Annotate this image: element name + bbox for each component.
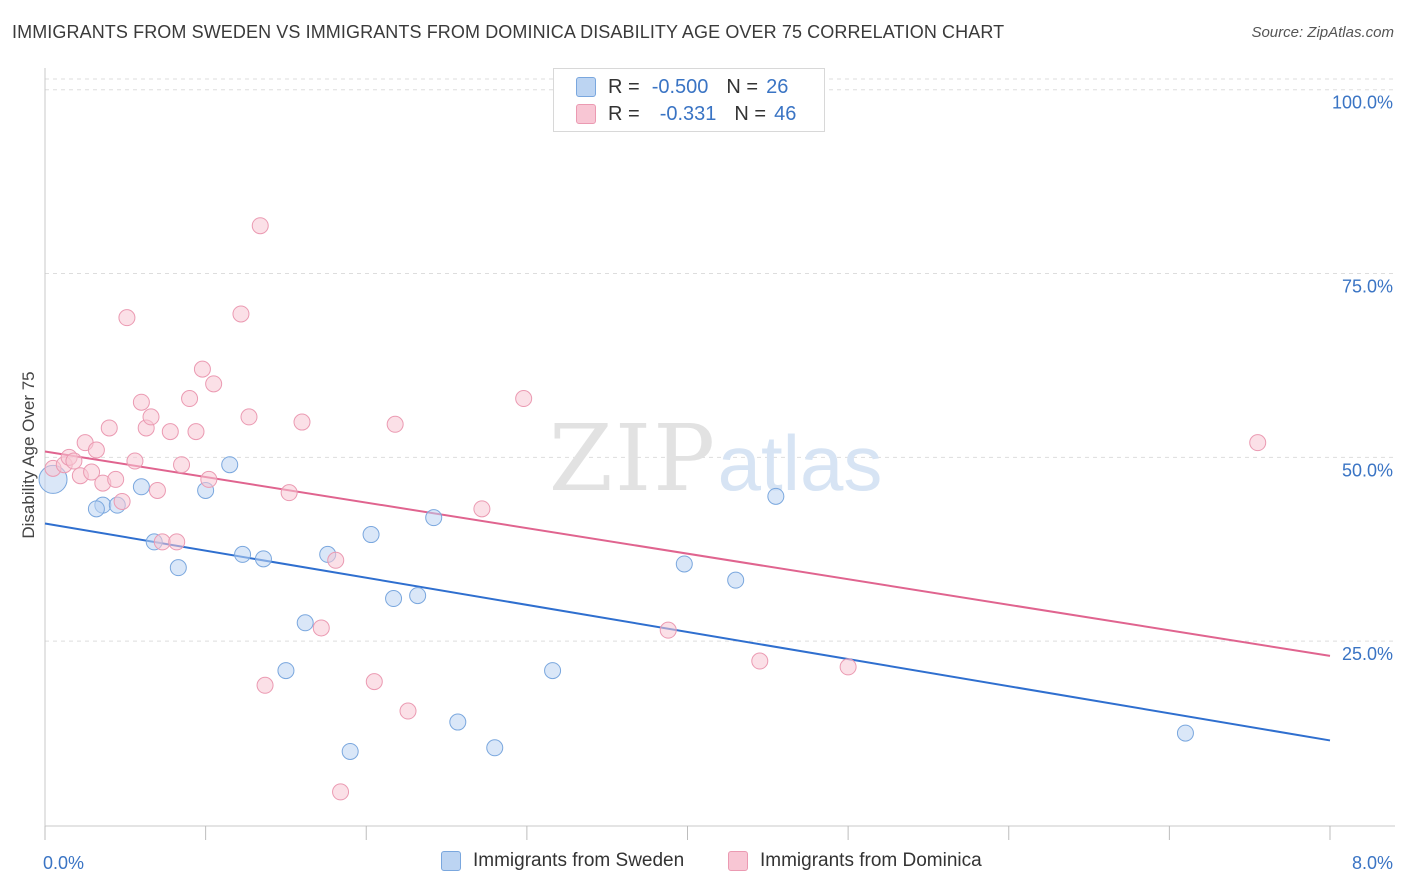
dominica-swatch	[728, 851, 748, 871]
point-sweden	[385, 590, 403, 608]
point-sweden	[675, 555, 693, 573]
point-dominica	[365, 673, 383, 691]
x-tick-label: 8.0%	[1352, 853, 1393, 873]
point-dominica	[205, 375, 223, 393]
point-dominica	[293, 413, 311, 431]
n-value: 46	[774, 102, 797, 125]
point-dominica	[515, 390, 533, 408]
point-sweden	[449, 713, 467, 731]
point-sweden	[221, 456, 239, 474]
point-dominica	[327, 551, 345, 569]
r-label: R =	[608, 102, 640, 125]
point-sweden	[727, 571, 745, 589]
point-sweden	[341, 742, 359, 760]
point-dominica	[181, 390, 199, 408]
point-sweden	[254, 550, 272, 568]
trend-line-dominica	[44, 450, 1331, 657]
legend-item-dominica: Immigrants from Dominica	[728, 850, 982, 872]
legend-label-dominica: Immigrants from Dominica	[760, 850, 982, 871]
point-dominica	[153, 533, 171, 551]
point-dominica	[118, 309, 136, 327]
y-axis-label: Disability Age Over 75	[19, 371, 38, 538]
data-points	[38, 217, 1267, 801]
point-dominica	[161, 423, 179, 441]
point-dominica	[751, 652, 769, 670]
point-sweden	[486, 739, 504, 757]
point-dominica	[193, 360, 211, 378]
r-value: -0.500	[651, 75, 709, 98]
sweden-swatch	[441, 851, 461, 871]
point-sweden	[362, 526, 380, 544]
watermark: ZIP atlas	[549, 405, 882, 512]
n-label: N =	[734, 102, 767, 125]
watermark-atlas: atlas	[718, 419, 883, 507]
point-dominica	[200, 470, 218, 488]
point-sweden	[425, 509, 443, 527]
point-dominica	[142, 408, 160, 426]
point-dominica	[148, 481, 166, 499]
y-tick-label: 100.0%	[1332, 93, 1393, 113]
point-sweden	[132, 478, 150, 496]
sweden-swatch	[576, 77, 596, 97]
point-dominica	[839, 658, 857, 676]
point-dominica	[173, 456, 191, 474]
point-dominica	[100, 419, 118, 437]
point-dominica	[132, 393, 150, 411]
point-sweden	[169, 559, 187, 577]
point-dominica	[1249, 434, 1267, 452]
legend-label-sweden: Immigrants from Sweden	[473, 850, 685, 871]
y-tick-label: 75.0%	[1342, 277, 1393, 297]
point-dominica	[312, 619, 330, 637]
source-label: Source: ZipAtlas.com	[1251, 24, 1394, 41]
series-legend: Immigrants from Sweden Immigrants from D…	[0, 850, 1406, 878]
point-dominica	[399, 702, 417, 720]
point-dominica	[280, 484, 298, 502]
n-label: N =	[726, 75, 759, 98]
r-label: R =	[608, 75, 640, 98]
legend-row-sweden: R = -0.500 N = 26	[576, 75, 788, 99]
point-dominica	[168, 533, 186, 551]
point-sweden	[87, 500, 105, 518]
point-dominica	[83, 463, 101, 481]
point-dominica	[232, 305, 250, 323]
tick-labels: 100.0% 75.0% 50.0% 25.0% 0.0% 8.0%	[43, 93, 1393, 873]
point-sweden	[296, 614, 314, 632]
watermark-zip: ZIP	[549, 405, 717, 512]
point-dominica	[256, 676, 274, 694]
point-dominica	[87, 441, 105, 459]
r-value: -0.331	[659, 102, 717, 125]
chart-title: IMMIGRANTS FROM SWEDEN VS IMMIGRANTS FRO…	[12, 22, 1005, 42]
y-tick-label: 25.0%	[1342, 644, 1393, 664]
point-dominica	[113, 492, 131, 510]
point-dominica	[251, 217, 269, 235]
legend-item-sweden: Immigrants from Sweden	[441, 850, 684, 872]
legend-row-dominica: R = -0.331 N = 46	[576, 102, 796, 126]
point-sweden	[277, 662, 295, 680]
point-dominica	[107, 470, 125, 488]
point-dominica	[126, 452, 144, 470]
point-dominica	[386, 415, 404, 433]
point-sweden	[234, 545, 252, 563]
point-dominica	[659, 621, 677, 639]
point-dominica	[473, 500, 491, 518]
correlation-legend: R = -0.500 N = 26 R = -0.331 N = 46	[553, 68, 825, 132]
point-sweden	[767, 487, 785, 505]
point-sweden	[409, 587, 427, 605]
point-dominica	[240, 408, 258, 426]
y-tick-label: 50.0%	[1342, 460, 1393, 480]
dominica-swatch	[576, 104, 596, 124]
point-dominica	[187, 423, 205, 441]
point-dominica	[65, 452, 83, 470]
n-value: 26	[766, 75, 789, 98]
point-dominica	[332, 783, 350, 801]
axes	[44, 68, 1395, 840]
point-sweden	[544, 662, 562, 680]
point-sweden	[1176, 724, 1194, 742]
x-tick-label: 0.0%	[43, 853, 84, 873]
